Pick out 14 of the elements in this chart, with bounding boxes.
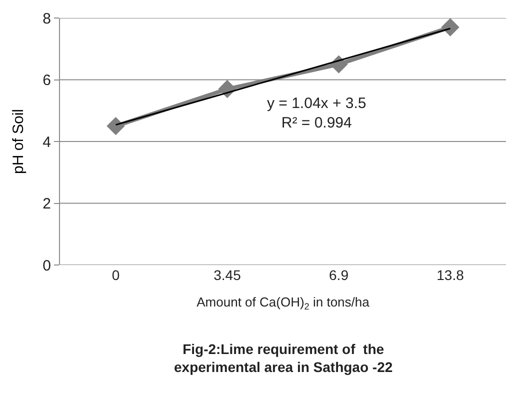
x-axis-title: Amount of Ca(OH)$_{2}$ in tons/ha — [196, 294, 370, 312]
y-axis-title: pH of Soil — [10, 108, 27, 174]
point — [106, 116, 125, 136]
text: Fig-2:Lime requirement of the experimental area in Sathgao -22 — [174, 341, 393, 376]
y-tick-label: 4 — [42, 134, 51, 151]
y-tick-label: 8 — [42, 10, 51, 28]
y-tick-label: 6 — [42, 72, 51, 89]
x-tick-label: 6.9 — [329, 267, 349, 283]
x-tick-label: 3.45 — [214, 267, 242, 283]
y-tick-label: 2 — [42, 196, 51, 212]
x-tick-label: 0 — [112, 267, 120, 283]
x-tick-label: 13.8 — [436, 267, 464, 283]
annotation: y = 1.04x + 3.5 R² = 0.994 — [267, 95, 366, 132]
point — [441, 18, 460, 36]
